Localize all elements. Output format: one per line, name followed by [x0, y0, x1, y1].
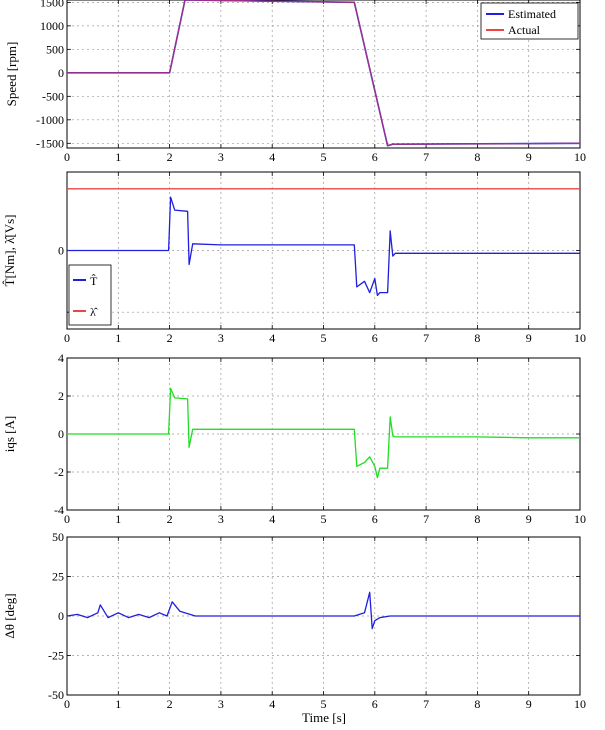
series-overlap-line	[67, 0, 581, 147]
y-tick-label: 4	[58, 351, 64, 365]
legend-label: Actual	[508, 23, 541, 37]
x-tick-label: 3	[218, 512, 224, 526]
x-tick-label: 4	[269, 512, 275, 526]
y-axis-label: T̂[Nm], λ̂[Vs]	[2, 214, 17, 286]
x-tick-label: 7	[423, 331, 429, 345]
y-tick-label: 500	[46, 42, 64, 56]
x-tick-label: 0	[64, 150, 70, 164]
x-tick-label: 10	[574, 697, 586, 711]
y-tick-label: 0	[58, 609, 64, 623]
x-tick-label: 8	[474, 697, 480, 711]
x-tick-label: 1	[115, 331, 121, 345]
legend-label: Estimated	[508, 7, 556, 21]
x-tick-label: 8	[474, 331, 480, 345]
x-tick-label: 4	[269, 697, 275, 711]
y-tick-label: 1500	[40, 0, 64, 9]
series-line-3-1	[67, 387, 580, 479]
x-tick-label: 8	[474, 512, 480, 526]
y-tick-label: 1000	[40, 19, 64, 33]
x-tick-label: 1	[115, 512, 121, 526]
y-tick-label: -1000	[36, 113, 64, 127]
x-tick-label: 10	[574, 512, 586, 526]
x-tick-label: 6	[372, 150, 378, 164]
x-tick-label: 9	[526, 512, 532, 526]
legend: T̂ λ̂	[68, 264, 112, 326]
x-axis-label: Time [s]	[302, 710, 346, 725]
x-tick-label: 6	[372, 512, 378, 526]
x-tick-label: 6	[372, 697, 378, 711]
y-tick-label: 0	[58, 427, 64, 441]
panel-1: 0 1 2 3 4 5 6 7 8 9 10 1500 1000 500 0 -500 -1000 -1500 Sp…	[4, 0, 586, 164]
x-tick-label: 10	[574, 150, 586, 164]
x-tick-label: 1	[115, 697, 121, 711]
series-line-2-1	[67, 196, 580, 297]
panel-2: 0 1 2 3 4 5 6 7 8 9 10 0 T̂[Nm], λ̂[Vs] T̂ λ̂	[2, 171, 586, 345]
y-tick-label: -25	[48, 649, 64, 663]
y-axis-label: iqs [A]	[2, 416, 17, 452]
x-tick-label: 2	[167, 331, 173, 345]
x-tick-label: 3	[218, 150, 224, 164]
x-tick-label: 7	[423, 512, 429, 526]
x-tick-label: 5	[321, 512, 327, 526]
x-tick-label: 3	[218, 697, 224, 711]
legend-box	[480, 2, 579, 40]
panel-4: 0 1 2 3 4 5 6 7 8 9 10 50 25 0 -25 -50 Δθ [deg]	[2, 530, 586, 711]
x-tick-label: 9	[526, 150, 532, 164]
x-tick-label: 6	[372, 331, 378, 345]
x-tick-label: 9	[526, 697, 532, 711]
x-tick-label: 0	[64, 331, 70, 345]
x-tick-label: 2	[167, 697, 173, 711]
y-tick-label: -50	[48, 688, 64, 702]
y-tick-label: 2	[58, 389, 64, 403]
x-tick-label: 8	[474, 150, 480, 164]
y-tick-label: 50	[52, 530, 64, 544]
y-tick-label: 0	[58, 244, 64, 258]
x-tick-label: 0	[64, 697, 70, 711]
y-axis-label: Δθ [deg]	[2, 593, 17, 638]
legend-label: T̂	[90, 274, 98, 288]
x-tick-label: 7	[423, 697, 429, 711]
x-tick-label: 3	[218, 331, 224, 345]
y-tick-label: -1500	[36, 136, 64, 150]
x-tick-label: 9	[526, 331, 532, 345]
x-tick-label: 4	[269, 150, 275, 164]
panel-3: 0 1 2 3 4 5 6 7 8 9 10 4 2 0 -2 -4 iqs [A]	[2, 351, 586, 526]
legend: Estimated Actual	[480, 2, 579, 40]
x-tick-label: 0	[64, 512, 70, 526]
y-tick-label: 0	[58, 66, 64, 80]
x-tick-label: 4	[269, 331, 275, 345]
x-tick-label: 5	[321, 697, 327, 711]
x-tick-label: 5	[321, 331, 327, 345]
y-tick-label: -2	[54, 465, 64, 479]
x-tick-label: 5	[321, 150, 327, 164]
y-tick-label: -500	[42, 89, 64, 103]
legend-box	[68, 264, 112, 326]
x-tick-label: 1	[115, 150, 121, 164]
y-tick-label: 25	[52, 570, 64, 584]
x-tick-label: 2	[167, 512, 173, 526]
x-tick-label: 7	[423, 150, 429, 164]
x-tick-label: 10	[574, 331, 586, 345]
y-tick-label: -4	[54, 503, 64, 517]
series-line-4-1	[66, 591, 580, 630]
legend-label: λ̂	[90, 305, 98, 319]
y-axis-label: Speed [rpm]	[4, 42, 19, 107]
x-tick-label: 2	[167, 150, 173, 164]
